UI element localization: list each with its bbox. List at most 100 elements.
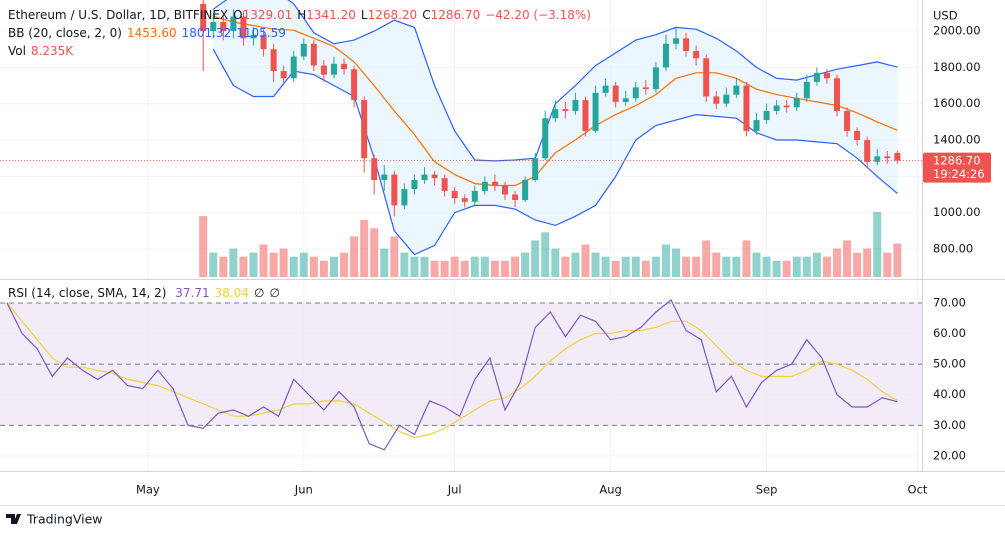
candle-body [200,3,207,32]
candle-body [381,174,388,181]
price-pane [0,0,922,277]
logo-mark [6,514,21,524]
candle-body [441,178,448,191]
countdown-label: 19:24:26 [933,167,985,181]
volume-bar [692,256,701,277]
candle-body [723,94,730,104]
volume-bar [460,260,469,277]
volume-bar [601,256,610,277]
candle-body [501,185,508,195]
series-line [6,298,898,451]
volume-bar [350,236,359,277]
candle-body [532,158,539,181]
legend-value: 38.04 [214,286,249,300]
volume-bar [571,252,580,277]
volume-bar [651,256,660,277]
ohlc-value: 1329.01 [242,8,293,22]
ohlc-key: C [422,8,431,22]
candle-body [330,63,337,75]
volume-bar [340,252,349,277]
candle-body [813,72,820,82]
legend-value: 37.71 [175,286,210,300]
volume-bar [732,256,741,277]
y-tick-label: 1800.00 [933,60,981,74]
candle-body [361,100,368,159]
candle-body [512,194,519,200]
candle-body [894,152,901,161]
y-tick-label: 70.00 [933,295,966,309]
ohlc-key: O [233,8,243,22]
y-tick-label: 60.00 [933,326,966,340]
candle-body [823,72,830,79]
candle-body [522,180,529,200]
y-tick-label: 1600.00 [933,96,981,110]
symbol-title: Ethereum / U.S. Dollar, 1D, BITFINEX [8,8,229,22]
y-tick-label: 1400.00 [933,133,981,147]
volume-bar [249,252,258,277]
y-tick-label: 40.00 [933,387,966,401]
candle-body [300,43,307,57]
candle-body [833,78,840,111]
volume-bar [430,260,439,277]
currency-label: USD [933,9,958,23]
vol-line: Vol 8.235K [8,42,596,60]
rsi-pane [0,298,922,451]
rsi-title: RSI (14, close, SMA, 14, 2) [8,286,167,300]
candle-body [391,174,398,206]
candle-body [803,81,810,99]
candle-body [632,87,639,99]
indicator-value: 1453.60 [126,26,177,40]
candle-body [552,109,559,119]
volume-bar [853,252,862,277]
volume-bar [511,256,520,277]
volume-bar [360,220,369,277]
volume-bar [722,256,731,277]
y-tick-label: 800.00 [933,242,973,256]
y-tick-label: 20.00 [933,448,966,462]
volume-bar [329,256,338,277]
volume-bar [450,256,459,277]
volume-bar [420,256,429,277]
candle-body [662,43,669,68]
series-line [6,302,898,439]
volume-bar [541,232,550,277]
candle-body [280,71,287,79]
volume-bar [843,240,852,277]
y-tick-label: 50.00 [933,357,966,371]
candle-body [351,69,358,101]
volume-bar [480,256,489,277]
volume-bar [762,256,771,277]
volume-bar [490,260,499,277]
candle-body [411,180,418,190]
symbol-line: Ethereum / U.S. Dollar, 1D, BITFINEX O132… [8,6,596,24]
candle-body [602,85,609,93]
bollinger-lower [212,48,898,256]
volume-bar [641,260,650,277]
brand: TradingView [26,512,103,527]
volume-bar [873,212,882,277]
y-tick-label: 1000.00 [933,205,981,219]
volume-bar [712,252,721,277]
volume-bar [631,256,640,277]
volume-bar [239,256,248,277]
price-legend: Ethereum / U.S. Dollar, 1D, BITFINEX O132… [8,6,596,60]
volume-bar [309,256,318,277]
volume-bar [561,256,570,277]
candle-body [491,181,498,186]
volume-bar [742,240,751,277]
rsi-legend: RSI (14, close, SMA, 14, 2) 37.71 38.04 ∅ ∅ [8,284,285,302]
candle-body [753,120,760,131]
indicator-label: BB (20, close, 2, 0) [8,26,122,40]
candle-body [270,49,277,72]
volume-bar [782,260,791,277]
candle-body [401,189,408,206]
volume-bar [812,252,821,277]
candle-body [451,190,458,199]
change: −42.20 (−3.18%) [485,8,591,22]
volume-bar [199,216,208,277]
ohlc-key: H [297,8,307,22]
candle-body [693,51,700,59]
volume-bar [229,248,238,277]
volume-bar [792,256,801,277]
